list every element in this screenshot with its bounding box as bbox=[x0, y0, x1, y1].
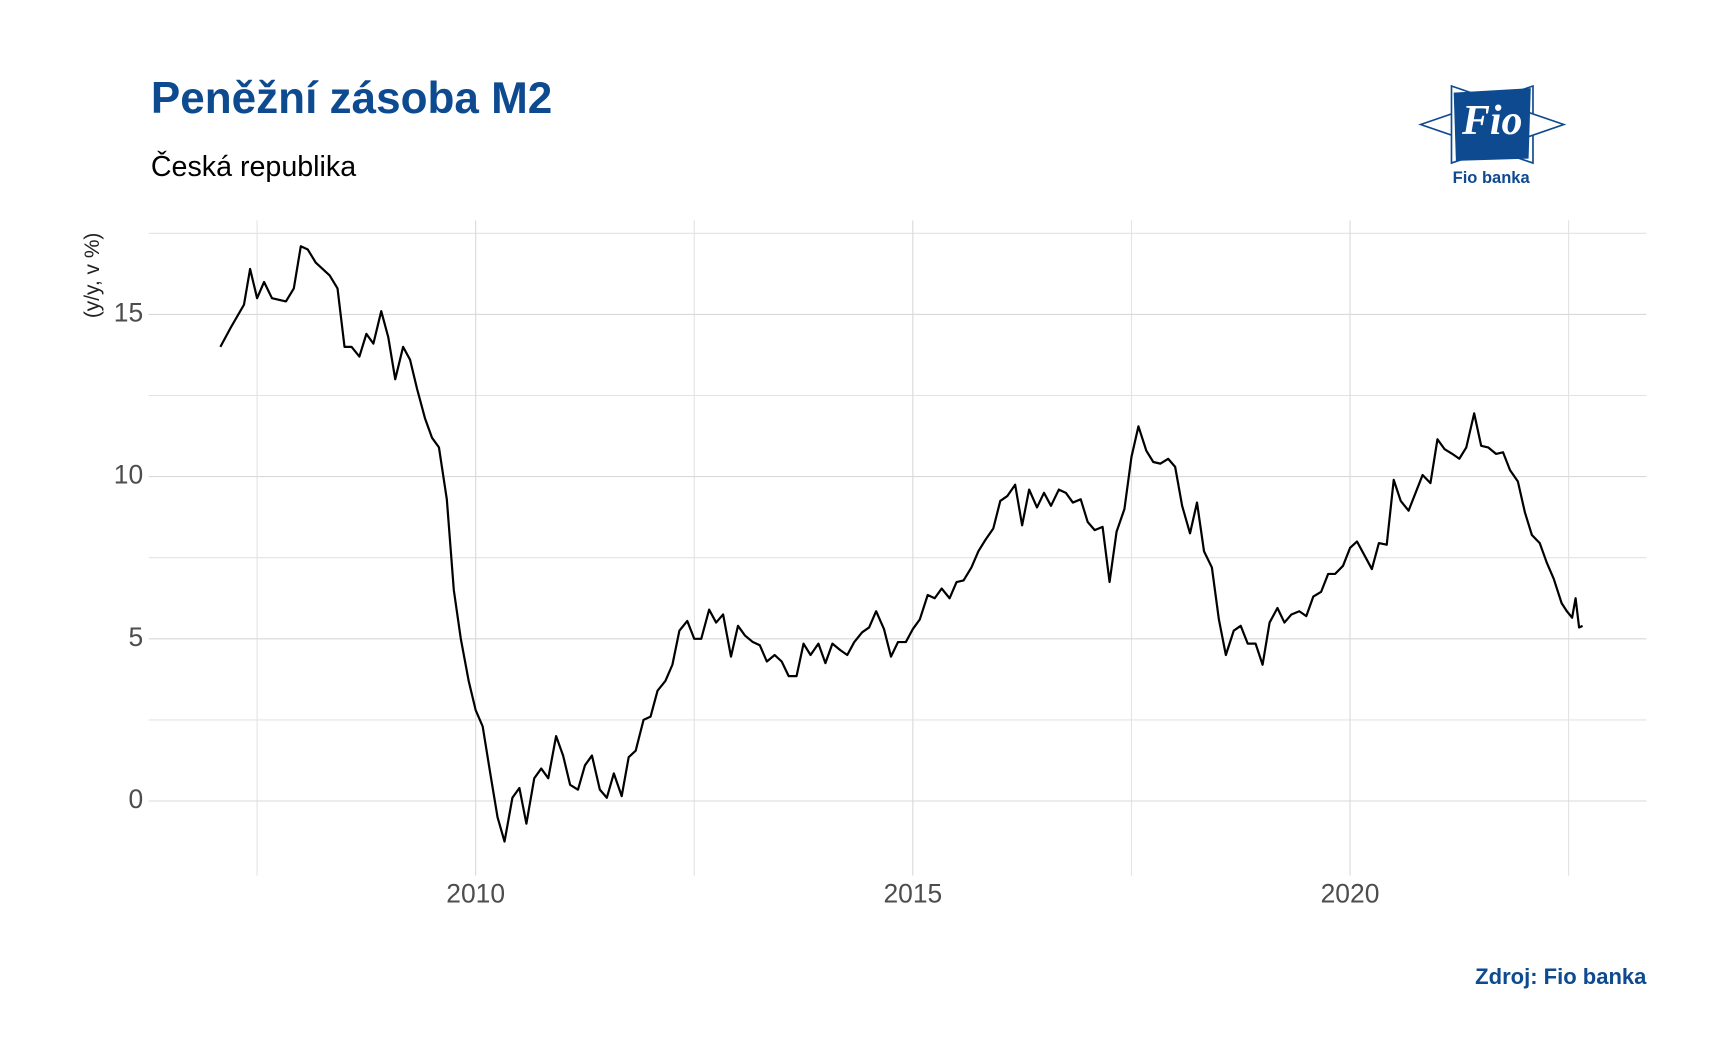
y-tick-label: 10 bbox=[114, 460, 143, 490]
chart-title: Peněžní zásoba M2 bbox=[151, 74, 552, 123]
y-tick-label: 0 bbox=[128, 784, 143, 814]
logo: Fio Fio banka bbox=[1418, 84, 1567, 187]
logo-mark: Fio bbox=[1461, 98, 1522, 144]
y-axis-label: (y/y, v %) bbox=[81, 233, 104, 319]
chart-subtitle: Česká republika bbox=[151, 149, 356, 183]
line-series bbox=[219, 245, 1584, 843]
logo-box bbox=[1453, 88, 1531, 161]
y-tick-label: 5 bbox=[128, 622, 143, 652]
source: Zdroj: Fio banka bbox=[1475, 964, 1647, 989]
logo-caption: Fio banka bbox=[1453, 169, 1531, 187]
x-tick-label: 2010 bbox=[446, 878, 505, 908]
x-tick-label: 2015 bbox=[883, 878, 942, 908]
x-tick-label: 2020 bbox=[1321, 878, 1380, 908]
y-tick-label: 15 bbox=[114, 297, 143, 327]
